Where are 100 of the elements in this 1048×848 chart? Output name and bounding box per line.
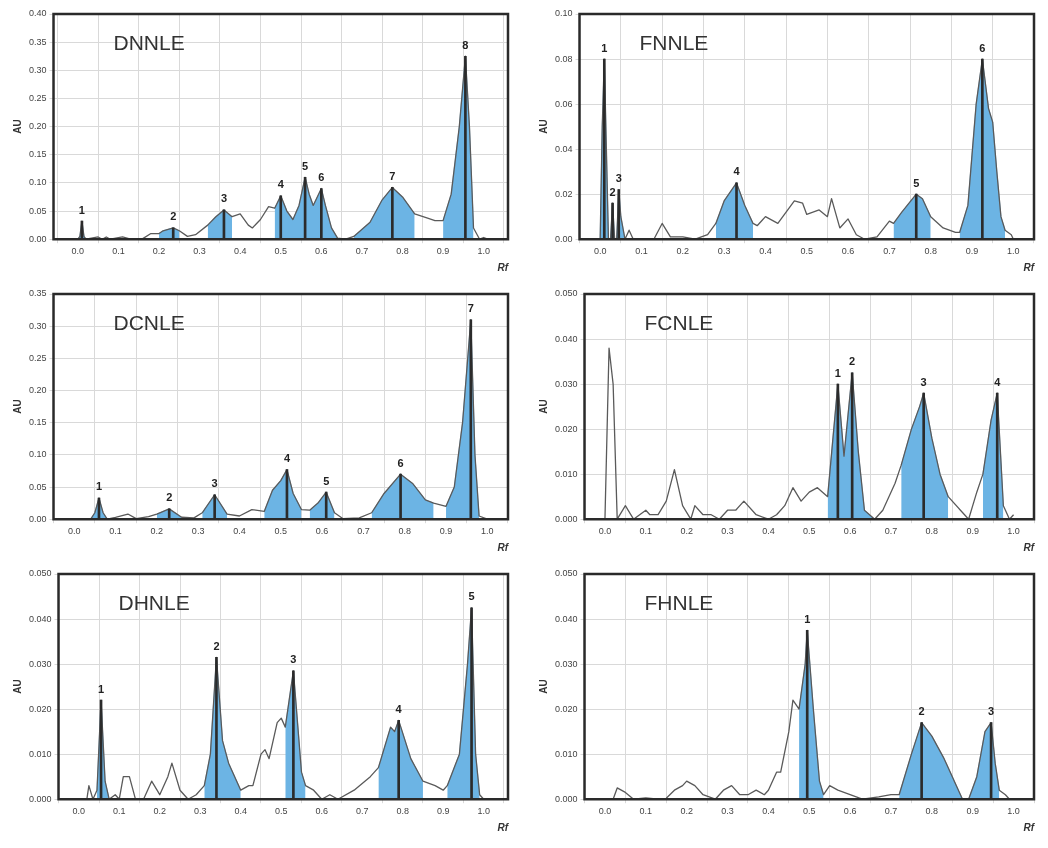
x-tick-label: 1.0: [477, 246, 490, 257]
x-tick-label: 0.5: [803, 526, 816, 537]
annotation: 5: [913, 176, 920, 189]
x-tick-label: 0.2: [153, 806, 167, 817]
x-tick-label: 0.0: [67, 526, 81, 537]
y-tick-label: 0.15: [28, 417, 47, 428]
annotation: 1: [95, 480, 103, 493]
x-tick-label: 1.0: [1007, 526, 1020, 537]
x-tick-label: 0.1: [639, 526, 653, 537]
y-axis-title: AU: [537, 119, 549, 134]
x-axis-title: Rf: [497, 261, 510, 273]
x-tick-label: 0.6: [315, 526, 329, 537]
x-tick-label: 0.9: [966, 806, 979, 817]
x-tick-label: 0.7: [884, 526, 898, 537]
x-tick-label: 0.7: [883, 246, 896, 257]
y-tick-label: 0.00: [28, 513, 47, 524]
y-tick-label: 0.10: [554, 8, 573, 19]
y-tick-label: 0.10: [28, 449, 47, 460]
y-tick-label: 0.040: [28, 613, 52, 624]
annotation: 4: [994, 375, 1002, 388]
x-tick-label: 0.5: [274, 246, 288, 257]
text: DHNLE: [118, 590, 190, 614]
x-tick-label: 0.4: [759, 246, 772, 257]
annotation: 2: [166, 491, 173, 504]
annotation: 3: [211, 477, 218, 490]
y-tick-label: 0.35: [28, 288, 47, 299]
text: FCNLE: [644, 310, 714, 334]
annotation: 1: [834, 366, 841, 379]
x-axis-title: Rf: [497, 541, 510, 553]
x-axis-title: Rf: [1023, 261, 1036, 273]
annotation: 2: [918, 705, 925, 718]
x-tick-label: 0.9: [439, 526, 453, 537]
x-tick-label: 0.1: [109, 526, 122, 537]
y-tick-label: 0.00: [554, 233, 573, 244]
y-tick-label: 0.30: [28, 320, 47, 331]
x-tick-label: 0.5: [274, 526, 288, 537]
x-tick-label: 0.8: [396, 806, 409, 817]
y-tick-label: 0.040: [554, 613, 578, 624]
x-tick-label: 0.3: [193, 806, 207, 817]
y-tick-label: 0.06: [554, 98, 573, 109]
x-tick-label: 0.6: [315, 806, 328, 817]
x-tick-label: 0.9: [436, 246, 450, 257]
x-tick-label: 0.3: [717, 246, 731, 257]
x-tick-label: 1.0: [481, 526, 494, 537]
annotation: 5: [302, 159, 309, 172]
y-axis-title: AU: [537, 679, 549, 694]
y-tick-label: 0.000: [554, 513, 578, 524]
y-tick-label: 0.20: [28, 385, 47, 395]
annotation: 5: [468, 590, 475, 603]
x-tick-label: 0.2: [680, 806, 693, 817]
y-axis-title: AU: [11, 399, 23, 414]
y-tick-label: 0.35: [28, 36, 47, 47]
y-tick-label: 0.010: [28, 748, 52, 759]
text: FHNLE: [644, 590, 714, 614]
annotation: 6: [979, 41, 986, 54]
x-tick-label: 0.8: [924, 246, 937, 257]
y-tick-label: 0.00: [28, 233, 47, 244]
y-tick-label: 0.05: [28, 205, 47, 216]
y-tick-label: 0.030: [554, 378, 578, 389]
text: DCNLE: [113, 310, 185, 334]
x-tick-label: 0.3: [193, 246, 206, 257]
x-tick-label: 0.7: [357, 526, 370, 537]
y-tick-label: 0.050: [554, 288, 578, 299]
y-tick-label: 0.25: [28, 92, 47, 103]
annotation: 3: [290, 653, 297, 666]
x-tick-label: 0.8: [925, 806, 939, 817]
y-tick-label: 0.040: [554, 333, 578, 344]
annotation: 3: [615, 172, 622, 185]
annotation: 8: [462, 38, 469, 51]
annotation: 1: [601, 41, 608, 54]
x-axis-title: Rf: [1023, 541, 1036, 553]
x-tick-label: 0.2: [680, 526, 693, 537]
y-tick-label: 0.40: [28, 8, 47, 19]
annotation: 4: [733, 165, 741, 178]
annotation: 6: [318, 171, 325, 184]
x-axis-title: Rf: [1023, 821, 1036, 833]
annotation: 2: [849, 355, 856, 368]
annotation: 2: [170, 210, 177, 223]
y-axis-title: AU: [11, 679, 23, 694]
y-tick-label: 0.000: [28, 793, 52, 804]
x-tick-label: 0.8: [925, 526, 939, 537]
x-tick-label: 1.0: [1007, 246, 1020, 257]
annotation: 3: [920, 375, 927, 388]
x-tick-label: 0.3: [721, 526, 734, 537]
y-tick-label: 0.04: [554, 143, 573, 154]
annotation: 3: [988, 705, 995, 718]
annotation: 1: [78, 203, 85, 216]
text: FNNLE: [639, 30, 709, 54]
annotation: 5: [323, 474, 330, 487]
annotation: 4: [283, 452, 291, 465]
annotation: 4: [277, 178, 285, 191]
x-tick-label: 0.8: [396, 246, 409, 257]
x-tick-label: 0.4: [234, 806, 247, 817]
y-tick-label: 0.25: [28, 352, 47, 363]
x-tick-label: 1.0: [477, 806, 490, 817]
x-tick-label: 0.9: [436, 806, 450, 817]
x-tick-label: 0.1: [113, 806, 126, 817]
x-tick-label: 0.6: [843, 806, 857, 817]
x-tick-label: 0.5: [800, 246, 814, 257]
x-tick-label: 0.9: [965, 246, 979, 257]
